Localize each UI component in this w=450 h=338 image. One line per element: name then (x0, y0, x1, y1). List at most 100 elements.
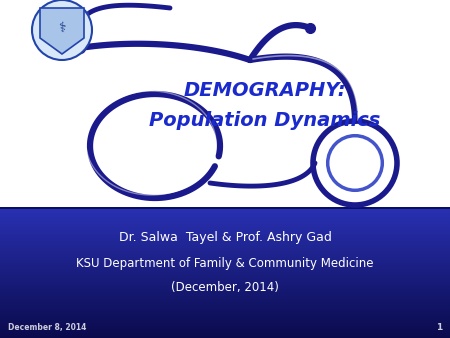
Bar (0, 265, 450, 266)
Bar (0, 295, 450, 296)
Bar (0, 235, 450, 236)
Bar (0, 224, 450, 225)
Bar (0, 293, 450, 295)
Polygon shape (40, 8, 84, 54)
Bar (0, 327, 450, 328)
Bar (0, 323, 450, 324)
Bar (0, 291, 450, 292)
Bar (0, 312, 450, 313)
Bar (0, 222, 450, 223)
Bar (0, 240, 450, 241)
Bar (0, 329, 450, 331)
Bar (0, 302, 450, 303)
Bar (0, 309, 450, 310)
Bar (0, 249, 450, 250)
Bar (0, 261, 450, 262)
Bar (0, 258, 450, 259)
Text: December 8, 2014: December 8, 2014 (8, 323, 86, 332)
Bar (0, 292, 450, 293)
Bar (0, 337, 450, 338)
Bar (0, 336, 450, 337)
Bar (0, 334, 450, 335)
Bar (0, 262, 450, 263)
Bar (0, 232, 450, 233)
Text: 1: 1 (436, 323, 442, 332)
Bar (0, 305, 450, 306)
Bar (0, 297, 450, 298)
Bar (0, 272, 450, 273)
Bar (0, 214, 450, 215)
Bar (0, 288, 450, 289)
Bar (0, 324, 450, 325)
Bar (0, 256, 450, 257)
Text: Population Dynamics: Population Dynamics (149, 111, 381, 129)
Bar (0, 255, 450, 256)
Bar (0, 287, 450, 288)
Bar (0, 273, 450, 274)
Bar (0, 215, 450, 217)
Bar (0, 282, 450, 283)
Bar (0, 0, 450, 208)
Bar (0, 237, 450, 238)
Bar (0, 231, 450, 232)
Bar (0, 251, 450, 252)
Bar (0, 209, 450, 210)
Bar (0, 328, 450, 329)
Bar (0, 325, 450, 326)
Bar (0, 236, 450, 237)
Bar (0, 264, 450, 265)
Circle shape (34, 2, 90, 58)
Bar (0, 260, 450, 261)
Bar (0, 326, 450, 327)
Bar (0, 276, 450, 277)
Circle shape (34, 0, 90, 48)
Bar (0, 248, 450, 249)
Bar (0, 254, 450, 255)
Bar (0, 244, 450, 245)
Bar (0, 314, 450, 315)
Bar (0, 238, 450, 239)
Bar (0, 283, 450, 284)
Bar (0, 321, 450, 322)
Bar (0, 266, 450, 267)
Text: Dr. Salwa  Tayel & Prof. Ashry Gad: Dr. Salwa Tayel & Prof. Ashry Gad (118, 232, 332, 244)
Bar (0, 300, 450, 301)
Text: KSU Department of Family & Community Medicine: KSU Department of Family & Community Med… (76, 258, 374, 270)
Bar (0, 225, 450, 226)
Bar (0, 310, 450, 311)
Bar (0, 218, 450, 219)
Bar (0, 299, 450, 300)
Bar (0, 281, 450, 282)
Bar (0, 241, 450, 243)
Bar (0, 226, 450, 227)
Bar (0, 301, 450, 302)
Bar (0, 322, 450, 323)
Bar (0, 269, 450, 270)
Bar (0, 230, 450, 231)
Bar (0, 332, 450, 333)
Text: DEMOGRAPHY:: DEMOGRAPHY: (184, 80, 346, 99)
Bar (0, 233, 450, 234)
Bar (0, 220, 450, 221)
Bar (0, 223, 450, 224)
Bar (0, 335, 450, 336)
Bar (0, 311, 450, 312)
Bar (0, 274, 450, 275)
Bar (0, 279, 450, 280)
Bar (0, 280, 450, 281)
Bar (0, 307, 450, 308)
Bar (0, 234, 450, 235)
Bar (0, 250, 450, 251)
Bar (0, 257, 450, 258)
Bar (0, 247, 450, 248)
Bar (0, 270, 450, 271)
Bar (0, 313, 450, 314)
Bar (0, 303, 450, 305)
Bar (0, 275, 450, 276)
Bar (0, 207, 450, 209)
Bar (0, 306, 450, 307)
Bar (0, 296, 450, 297)
Bar (0, 285, 450, 286)
Bar (0, 208, 450, 209)
Text: ⚕: ⚕ (58, 21, 66, 35)
